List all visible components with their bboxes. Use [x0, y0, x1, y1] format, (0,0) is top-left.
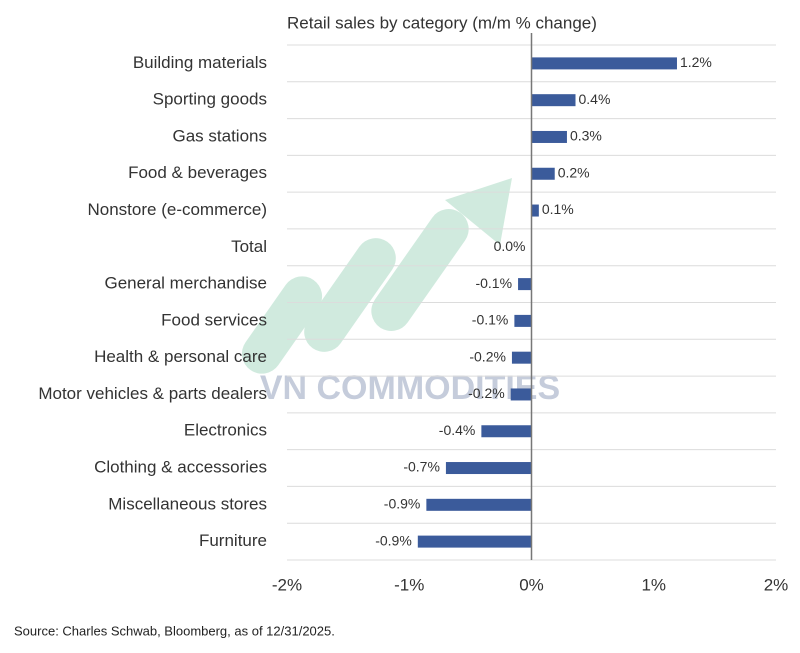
category-label: Sporting goods — [153, 90, 267, 109]
bar — [518, 278, 532, 291]
value-label: -0.7% — [403, 459, 440, 475]
x-tick-label: 1% — [641, 575, 666, 594]
category-label: Gas stations — [173, 126, 268, 145]
bar — [511, 351, 532, 364]
category-label: Furniture — [199, 531, 267, 550]
watermark: VN COMMODITIES — [260, 369, 560, 407]
bar — [531, 94, 576, 107]
value-label: -0.9% — [384, 496, 421, 512]
chart-title: Retail sales by category (m/m % change) — [287, 13, 597, 32]
value-label: -0.1% — [472, 312, 509, 328]
category-label: Electronics — [184, 421, 267, 440]
bar — [510, 388, 532, 401]
category-label: Food & beverages — [128, 163, 267, 182]
x-tick-label: 0% — [519, 575, 544, 594]
value-label: 0.1% — [542, 201, 574, 217]
value-label: -0.9% — [375, 532, 412, 548]
x-tick-label: 2% — [764, 575, 789, 594]
bar — [514, 314, 532, 327]
category-label: General merchandise — [104, 274, 267, 293]
category-label: Total — [231, 237, 267, 256]
bar — [426, 498, 532, 511]
x-tick-label: -2% — [272, 575, 302, 594]
watermark-logo — [241, 178, 512, 374]
category-label: Clothing & accessories — [94, 458, 267, 477]
bar — [417, 535, 532, 548]
value-label: -0.2% — [468, 385, 505, 401]
bar — [481, 425, 532, 438]
category-label: Health & personal care — [94, 347, 267, 366]
bar — [531, 204, 539, 217]
category-label: Miscellaneous stores — [108, 494, 267, 513]
value-label: 0.2% — [558, 164, 590, 180]
bar — [531, 57, 677, 70]
category-label: Food services — [161, 310, 267, 329]
value-label: -0.4% — [439, 422, 476, 438]
value-label: -0.2% — [469, 348, 506, 364]
source-note: Source: Charles Schwab, Bloomberg, as of… — [14, 623, 335, 638]
value-label: -0.1% — [475, 275, 512, 291]
category-label: Motor vehicles & parts dealers — [38, 384, 267, 403]
category-label: Nonstore (e-commerce) — [88, 200, 268, 219]
value-label: 1.2% — [680, 54, 712, 70]
value-label: 0.3% — [570, 128, 602, 144]
x-tick-label: -1% — [394, 575, 424, 594]
bar — [445, 462, 532, 475]
category-label: Building materials — [133, 53, 267, 72]
bar — [531, 167, 555, 180]
value-label: 0.0% — [494, 238, 526, 254]
value-label: 0.4% — [579, 91, 611, 107]
bar — [531, 130, 567, 143]
